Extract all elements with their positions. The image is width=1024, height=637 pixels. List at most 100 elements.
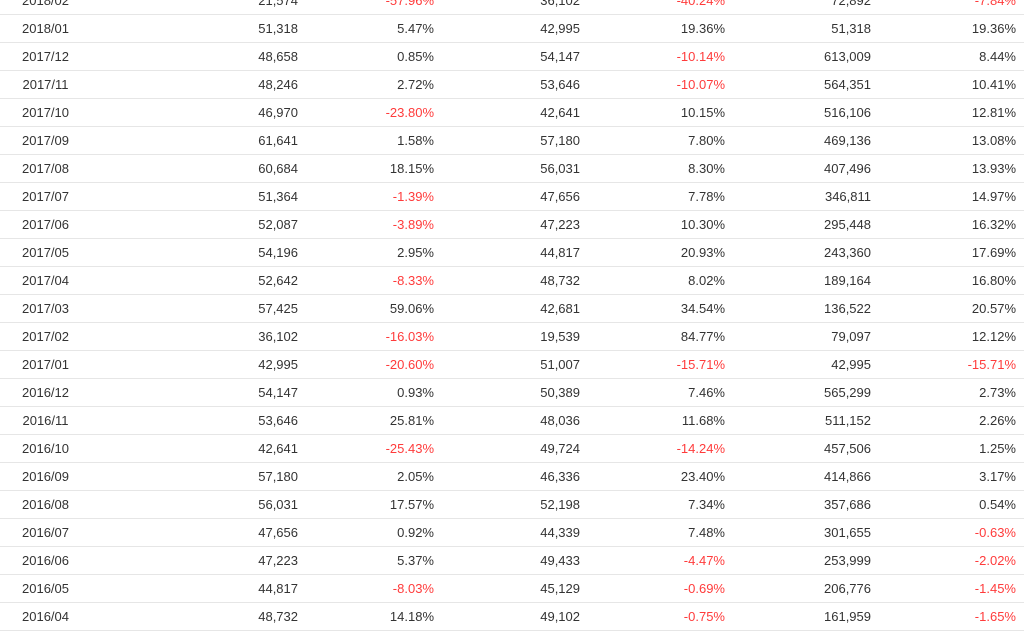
table-row: 2016/08 56,031 17.57% 52,198 7.34% 357,686 0.5… xyxy=(0,490,1024,519)
value-1-cell: 60,684 xyxy=(91,154,298,183)
value-3-cell: 161,959 xyxy=(725,602,871,631)
value-1-cell: 51,364 xyxy=(91,182,298,211)
value-2-cell: 47,656 xyxy=(435,182,580,211)
value-1-cell: 57,180 xyxy=(91,462,298,491)
value-1-cell: 53,646 xyxy=(91,406,298,435)
value-2-cell: 49,724 xyxy=(435,434,580,463)
value-1-cell: 57,425 xyxy=(91,294,298,323)
change-2-cell: -10.07% xyxy=(580,70,725,99)
change-1-cell: -20.60% xyxy=(298,350,435,379)
change-2-cell: 19.36% xyxy=(580,14,725,43)
change-1-cell: -57.96% xyxy=(298,0,435,15)
table-row: 2017/03 57,425 59.06% 42,681 34.54% 136,522 20… xyxy=(0,294,1024,323)
change-1-cell: -1.39% xyxy=(298,182,435,211)
change-1-cell: 5.37% xyxy=(298,546,435,575)
value-1-cell: 44,817 xyxy=(91,574,298,603)
period-cell: 2016/11 xyxy=(0,406,91,435)
value-1-cell: 54,147 xyxy=(91,378,298,407)
table-row: 2017/07 51,364 -1.39% 47,656 7.78% 346,811 14.… xyxy=(0,182,1024,211)
value-1-cell: 61,641 xyxy=(91,126,298,155)
change-1-cell: 18.15% xyxy=(298,154,435,183)
value-2-cell: 48,732 xyxy=(435,266,580,295)
change-3-cell: 19.36% xyxy=(871,14,1024,43)
change-1-cell: 14.18% xyxy=(298,602,435,631)
value-3-cell: 457,506 xyxy=(725,434,871,463)
table-row: 2017/09 61,641 1.58% 57,180 7.80% 469,136 13.0… xyxy=(0,126,1024,155)
value-2-cell: 54,147 xyxy=(435,42,580,71)
change-3-cell: -1.65% xyxy=(871,602,1024,631)
value-1-cell: 52,642 xyxy=(91,266,298,295)
table-row: 2017/11 48,246 2.72% 53,646 -10.07% 564,351 10… xyxy=(0,70,1024,99)
value-2-cell: 53,646 xyxy=(435,70,580,99)
change-3-cell: 16.32% xyxy=(871,210,1024,239)
table-row: 2016/05 44,817 -8.03% 45,129 -0.69% 206,776 -1… xyxy=(0,574,1024,603)
change-2-cell: 7.34% xyxy=(580,490,725,519)
value-2-cell: 44,339 xyxy=(435,518,580,547)
value-1-cell: 54,196 xyxy=(91,238,298,267)
change-2-cell: 10.15% xyxy=(580,98,725,127)
change-1-cell: 25.81% xyxy=(298,406,435,435)
change-1-cell: 0.93% xyxy=(298,378,435,407)
table-row: 2018/01 51,318 5.47% 42,995 19.36% 51,318 19.3… xyxy=(0,14,1024,43)
change-2-cell: 23.40% xyxy=(580,462,725,491)
change-1-cell: 5.47% xyxy=(298,14,435,43)
value-2-cell: 42,681 xyxy=(435,294,580,323)
change-1-cell: 59.06% xyxy=(298,294,435,323)
value-3-cell: 407,496 xyxy=(725,154,871,183)
change-1-cell: -16.03% xyxy=(298,322,435,351)
period-cell: 2018/02 xyxy=(0,0,91,15)
table-row: 2016/04 48,732 14.18% 49,102 -0.75% 161,959 -1… xyxy=(0,602,1024,631)
period-cell: 2018/01 xyxy=(0,14,91,43)
value-3-cell: 511,152 xyxy=(725,406,871,435)
change-3-cell: 20.57% xyxy=(871,294,1024,323)
table-row: 2016/07 47,656 0.92% 44,339 7.48% 301,655 -0.6… xyxy=(0,518,1024,547)
period-cell: 2016/06 xyxy=(0,546,91,575)
value-3-cell: 42,995 xyxy=(725,350,871,379)
period-cell: 2017/08 xyxy=(0,154,91,183)
change-3-cell: -2.02% xyxy=(871,546,1024,575)
value-3-cell: 79,097 xyxy=(725,322,871,351)
value-3-cell: 565,299 xyxy=(725,378,871,407)
change-3-cell: 10.41% xyxy=(871,70,1024,99)
value-3-cell: 346,811 xyxy=(725,182,871,211)
change-2-cell: 8.30% xyxy=(580,154,725,183)
value-3-cell: 295,448 xyxy=(725,210,871,239)
value-2-cell: 47,223 xyxy=(435,210,580,239)
change-2-cell: -14.24% xyxy=(580,434,725,463)
change-3-cell: 13.08% xyxy=(871,126,1024,155)
period-cell: 2017/10 xyxy=(0,98,91,127)
value-1-cell: 48,246 xyxy=(91,70,298,99)
value-1-cell: 47,223 xyxy=(91,546,298,575)
change-1-cell: -25.43% xyxy=(298,434,435,463)
value-3-cell: 51,318 xyxy=(725,14,871,43)
change-3-cell: 17.69% xyxy=(871,238,1024,267)
value-3-cell: 189,164 xyxy=(725,266,871,295)
value-3-cell: 357,686 xyxy=(725,490,871,519)
value-2-cell: 50,389 xyxy=(435,378,580,407)
table-row: 2018/02 21,574 -57.96% 36,102 -40.24% 72,892-… xyxy=(0,0,1024,15)
value-2-cell: 56,031 xyxy=(435,154,580,183)
period-cell: 2016/08 xyxy=(0,490,91,519)
change-2-cell: 7.48% xyxy=(580,518,725,547)
value-2-cell: 45,129 xyxy=(435,574,580,603)
table-row: 2016/12 54,147 0.93% 50,389 7.46% 565,299 2.73… xyxy=(0,378,1024,407)
value-2-cell: 46,336 xyxy=(435,462,580,491)
table-row: 2016/09 57,180 2.05% 46,336 23.40% 414,866 3.1… xyxy=(0,462,1024,491)
value-1-cell: 52,087 xyxy=(91,210,298,239)
table-row: 2016/11 53,646 25.81% 48,036 11.68% 511,152 2.… xyxy=(0,406,1024,435)
value-2-cell: 48,036 xyxy=(435,406,580,435)
change-3-cell: -7.84% xyxy=(871,0,1024,15)
change-3-cell: -0.63% xyxy=(871,518,1024,547)
value-1-cell: 42,995 xyxy=(91,350,298,379)
period-cell: 2017/12 xyxy=(0,42,91,71)
period-cell: 2017/03 xyxy=(0,294,91,323)
change-2-cell: -15.71% xyxy=(580,350,725,379)
change-1-cell: 0.85% xyxy=(298,42,435,71)
change-1-cell: 17.57% xyxy=(298,490,435,519)
period-cell: 2016/07 xyxy=(0,518,91,547)
value-3-cell: 469,136 xyxy=(725,126,871,155)
change-3-cell: 12.81% xyxy=(871,98,1024,127)
change-2-cell: -0.75% xyxy=(580,602,725,631)
